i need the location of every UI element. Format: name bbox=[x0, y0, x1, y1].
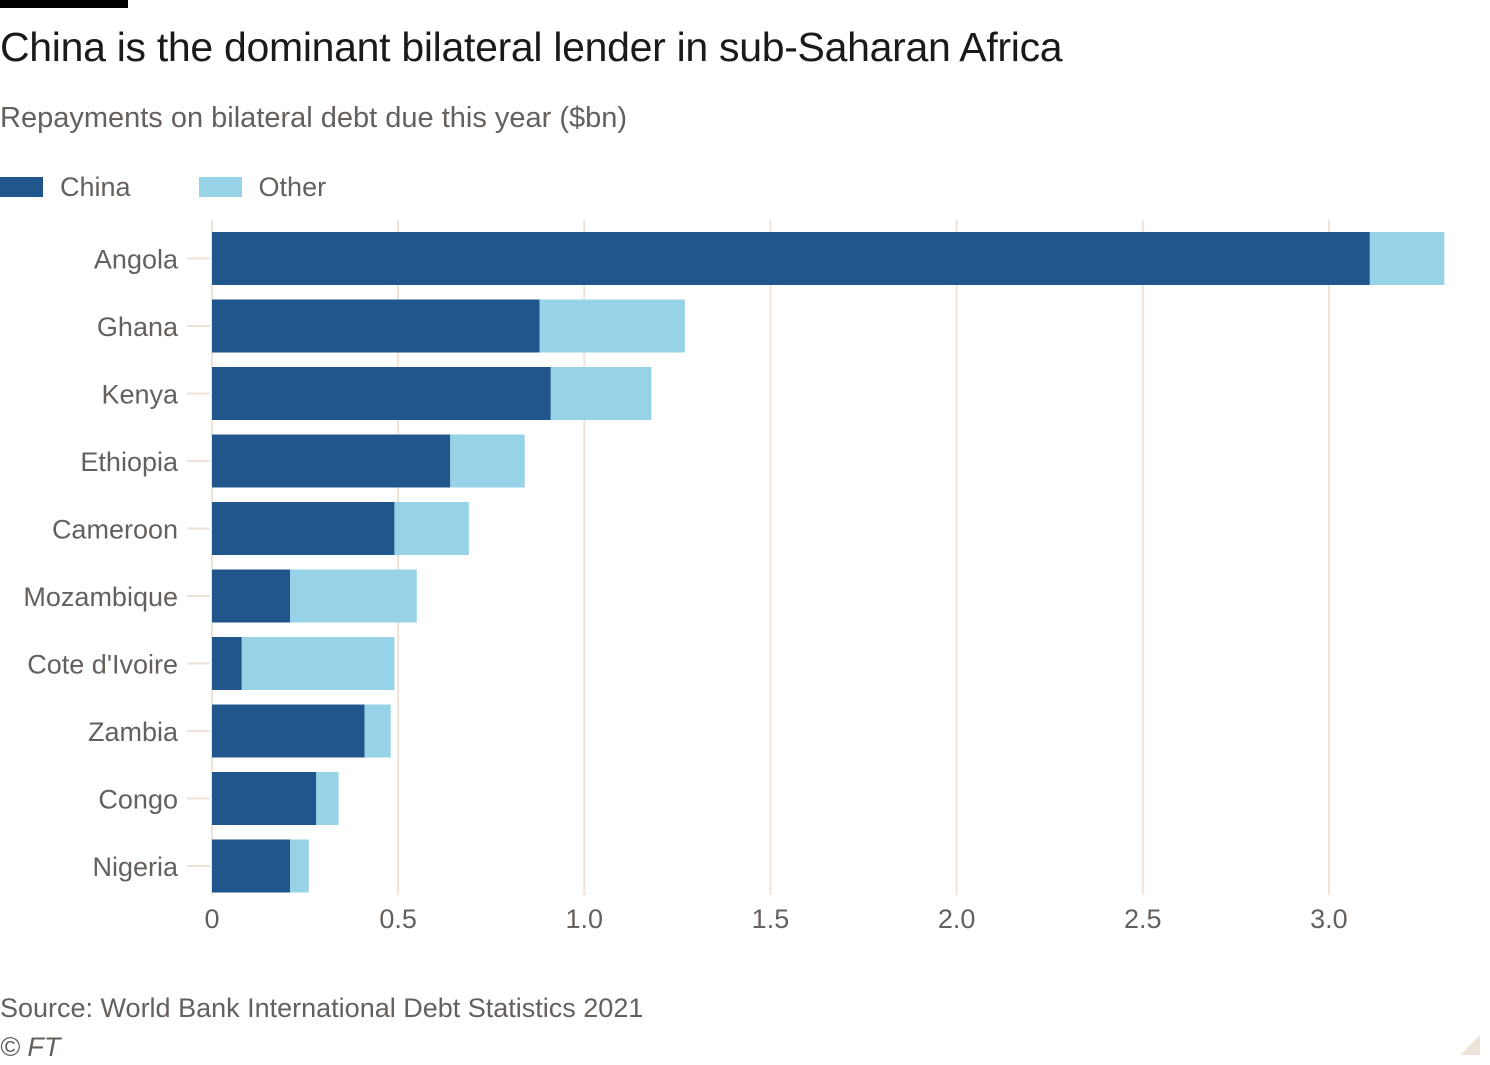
bar-other bbox=[316, 772, 339, 825]
bar-other bbox=[290, 569, 417, 623]
x-tick-label: 1.5 bbox=[752, 904, 790, 934]
y-tick-label: Kenya bbox=[101, 380, 179, 410]
bar-other bbox=[539, 299, 685, 353]
x-tick-label: 3.0 bbox=[1310, 904, 1348, 934]
bar-other bbox=[241, 637, 395, 690]
y-tick-label: Congo bbox=[98, 785, 178, 815]
bar-china bbox=[212, 502, 395, 555]
y-tick-label: Cote d'Ivoire bbox=[27, 650, 178, 680]
legend-label-china: China bbox=[60, 171, 131, 202]
bar-chart: 0 0.5 1.0 1.5 2.0 2.5 3.0 Angola Ghana Kenya Ethio… bbox=[23, 220, 1445, 934]
copyright: © FT bbox=[0, 1032, 61, 1062]
bar-china bbox=[212, 772, 317, 825]
bar-china bbox=[212, 704, 365, 758]
bar-china bbox=[212, 299, 540, 353]
x-tick-label: 2.0 bbox=[938, 904, 976, 934]
legend: China Other bbox=[0, 170, 394, 204]
legend-item-china: China bbox=[0, 172, 131, 203]
legend-item-other: Other bbox=[198, 171, 327, 203]
y-tick-label: Cameroon bbox=[52, 515, 178, 545]
bar-other bbox=[394, 502, 469, 555]
y-tick-label: Ghana bbox=[97, 312, 179, 342]
brand-bar bbox=[0, 0, 128, 8]
bar-other bbox=[1369, 232, 1445, 285]
y-tick-label: Mozambique bbox=[23, 582, 178, 612]
bar-china bbox=[212, 569, 291, 623]
bar-china bbox=[212, 232, 1370, 285]
y-tick-label: Ethiopia bbox=[80, 447, 179, 477]
bar-china bbox=[212, 637, 242, 690]
chart-subtitle: Repayments on bilateral debt due this ye… bbox=[0, 102, 628, 134]
legend-label-other: Other bbox=[258, 171, 327, 202]
x-tick-label: 2.5 bbox=[1124, 904, 1162, 934]
bar-other bbox=[364, 704, 391, 758]
y-tick-label: Zambia bbox=[88, 717, 179, 747]
bar-other bbox=[550, 367, 652, 420]
resize-handle[interactable] bbox=[1460, 1035, 1480, 1055]
bar-other bbox=[290, 839, 309, 893]
legend-swatch-other bbox=[198, 177, 242, 197]
x-tick-label: 1.0 bbox=[566, 904, 604, 934]
x-tick-label: 0.5 bbox=[379, 904, 417, 934]
source-note: Source: World Bank International Debt St… bbox=[0, 993, 644, 1023]
y-tick-label: Nigeria bbox=[92, 852, 179, 882]
bar-china bbox=[212, 434, 451, 488]
legend-swatch-china bbox=[0, 177, 43, 197]
x-tick-label: 0 bbox=[204, 904, 219, 934]
bar-china bbox=[212, 839, 291, 893]
bar-other bbox=[450, 434, 525, 488]
y-tick-label: Angola bbox=[94, 245, 179, 275]
bar-china bbox=[212, 367, 551, 420]
chart-title: China is the dominant bilateral lender i… bbox=[0, 24, 1063, 70]
